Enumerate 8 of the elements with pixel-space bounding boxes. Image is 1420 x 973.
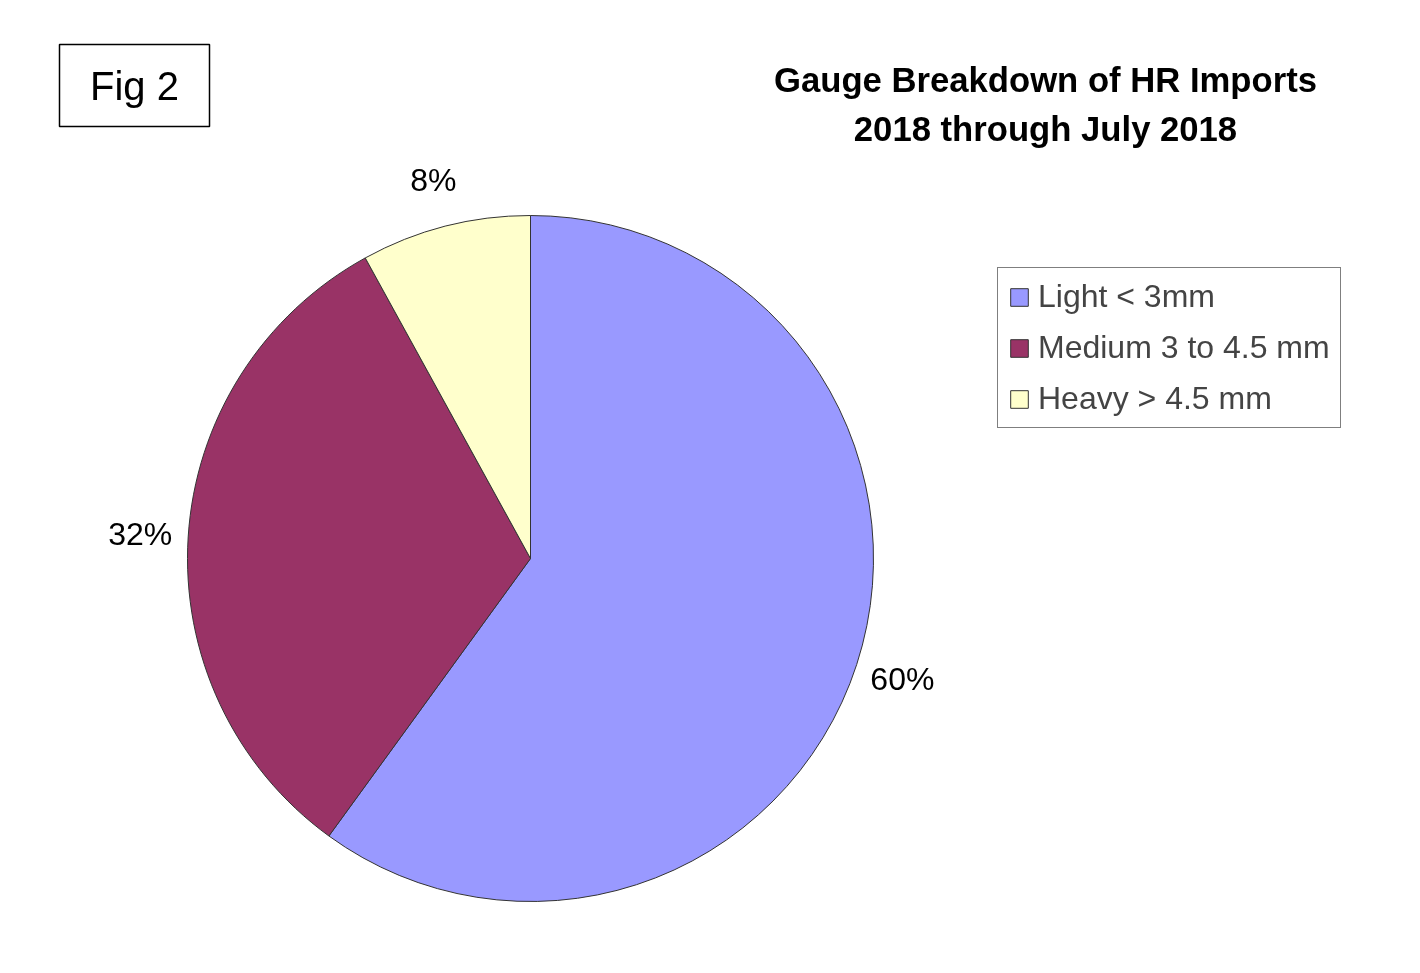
data-label: 60% [870,661,935,698]
legend-label: Heavy > 4.5 mm [1038,380,1272,417]
legend-label: Medium 3 to 4.5 mm [1038,329,1330,366]
caption: Fig 2 [90,63,179,108]
data-label: 32% [108,515,173,552]
chart-title: Gauge Breakdown of HR Imports 2018 through July 2018 [774,60,1318,148]
data-label: 8% [410,161,457,198]
legend-label: Light < 3mm [1038,278,1215,315]
